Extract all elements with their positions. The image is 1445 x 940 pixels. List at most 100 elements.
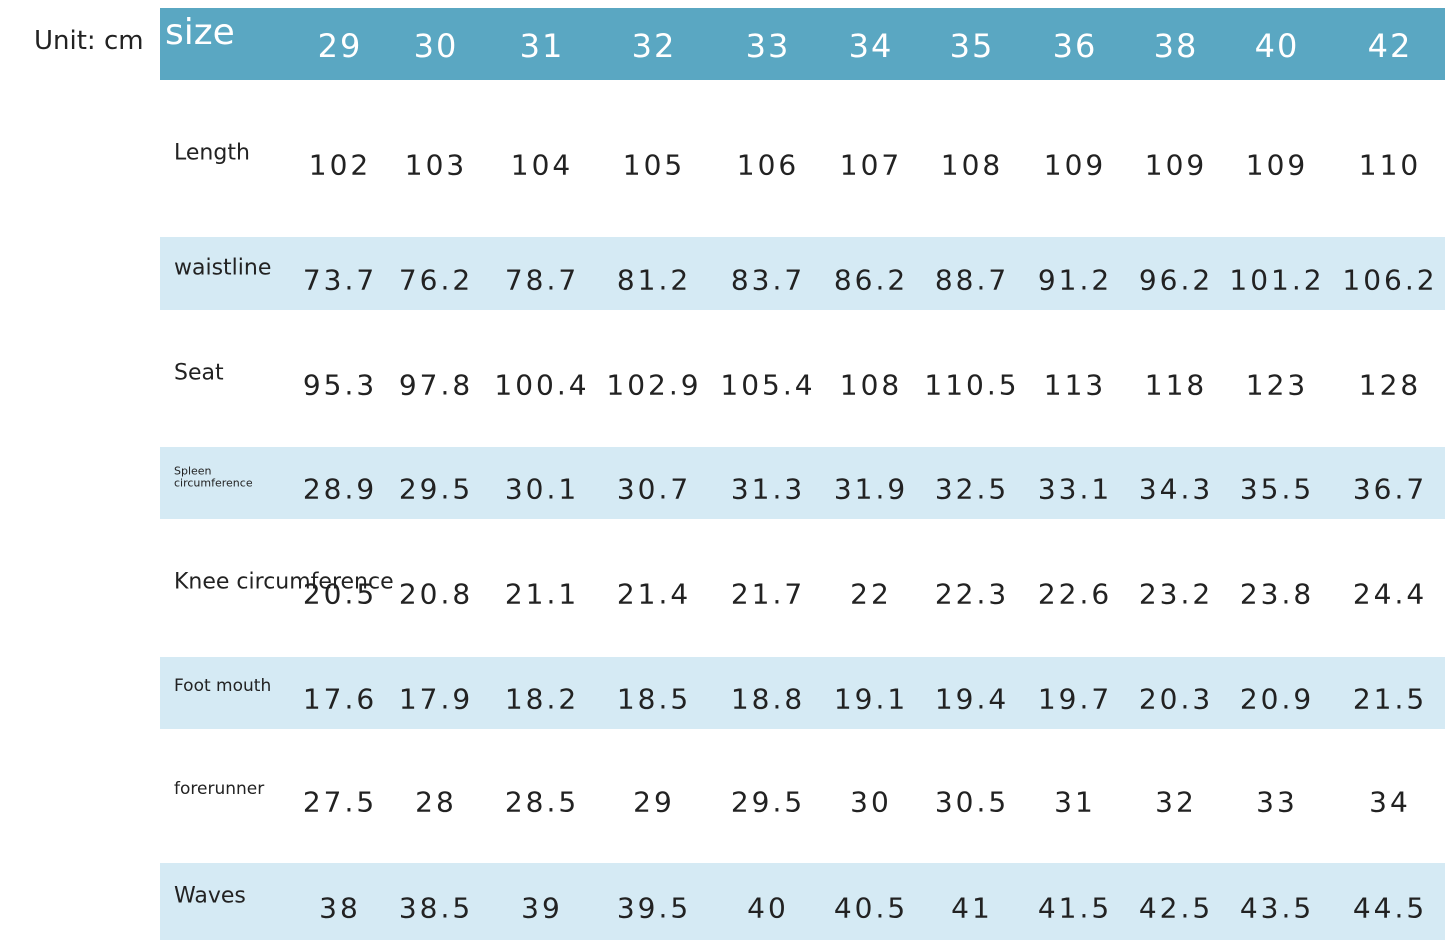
value-cell: 18.5 xyxy=(616,682,692,716)
header-cell: 35 xyxy=(949,27,995,65)
value-cell: 106.2 xyxy=(1342,263,1438,296)
value-cell: 106 xyxy=(736,148,800,181)
value-cell: 21.5 xyxy=(1352,682,1428,716)
value-cell: 88.7 xyxy=(934,263,1010,296)
value-cell: 36.7 xyxy=(1352,472,1428,506)
value-cell: 34.3 xyxy=(1138,472,1214,506)
value-cell: 30.1 xyxy=(504,472,580,506)
value-cell: 44.5 xyxy=(1352,891,1428,924)
value-cell: 123 xyxy=(1245,368,1309,401)
header-cell: 42 xyxy=(1367,27,1413,65)
value-cell: 103 xyxy=(404,148,468,181)
header-cell: 32 xyxy=(631,27,677,65)
header-cell: 34 xyxy=(848,27,894,65)
value-cell: 86.2 xyxy=(833,263,909,296)
value-cell: 35.5 xyxy=(1239,472,1315,506)
value-cell: 109 xyxy=(1144,148,1208,181)
value-cell: 19.7 xyxy=(1037,682,1113,716)
value-cell: 105 xyxy=(622,148,686,181)
header-band xyxy=(160,8,1445,80)
value-cell: 17.9 xyxy=(398,682,474,716)
value-cell: 102 xyxy=(308,148,372,181)
value-cell: 109 xyxy=(1245,148,1309,181)
value-cell: 21.1 xyxy=(504,577,580,611)
value-cell: 81.2 xyxy=(616,263,692,296)
value-cell: 29.5 xyxy=(730,785,806,819)
value-cell: 95.3 xyxy=(302,368,378,401)
value-cell: 73.7 xyxy=(302,263,378,296)
value-cell: 100.4 xyxy=(494,368,590,401)
value-cell: 31.3 xyxy=(730,472,806,506)
value-cell: 31.9 xyxy=(833,472,909,506)
header-cell: 36 xyxy=(1052,27,1098,65)
header-cell: 29 xyxy=(317,27,363,65)
value-cell: 83.7 xyxy=(730,263,806,296)
value-cell: 41.5 xyxy=(1037,891,1113,924)
row-label: Length xyxy=(174,139,250,165)
value-cell: 23.8 xyxy=(1239,577,1315,611)
value-cell: 105.4 xyxy=(720,368,816,401)
row-label: Spleen circumference xyxy=(174,464,253,489)
value-cell: 34 xyxy=(1369,785,1411,819)
value-cell: 76.2 xyxy=(398,263,474,296)
value-cell: 38.5 xyxy=(398,891,474,924)
value-cell: 91.2 xyxy=(1037,263,1113,296)
value-cell: 40 xyxy=(747,891,789,924)
row-band xyxy=(160,657,1445,729)
row-label: Knee circumference xyxy=(174,569,394,595)
row-label: Foot mouth xyxy=(174,676,272,697)
row-label: waistline xyxy=(174,254,272,280)
value-cell: 28.9 xyxy=(302,472,378,506)
value-cell: 110.5 xyxy=(924,368,1020,401)
value-cell: 97.8 xyxy=(398,368,474,401)
value-cell: 107 xyxy=(839,148,903,181)
row-label: Waves xyxy=(174,882,246,908)
header-cell: 33 xyxy=(745,27,791,65)
value-cell: 17.6 xyxy=(302,682,378,716)
value-cell: 108 xyxy=(839,368,903,401)
value-cell: 27.5 xyxy=(302,785,378,819)
unit-label: Unit: cm xyxy=(34,26,144,56)
value-cell: 22 xyxy=(850,577,892,611)
value-cell: 96.2 xyxy=(1138,263,1214,296)
row-label: Seat xyxy=(174,359,224,385)
value-cell: 113 xyxy=(1043,368,1107,401)
value-cell: 29 xyxy=(633,785,675,819)
value-cell: 18.8 xyxy=(730,682,806,716)
value-cell: 118 xyxy=(1144,368,1208,401)
value-cell: 104 xyxy=(510,148,574,181)
value-cell: 43.5 xyxy=(1239,891,1315,924)
value-cell: 28.5 xyxy=(504,785,580,819)
value-cell: 19.1 xyxy=(833,682,909,716)
value-cell: 33.1 xyxy=(1037,472,1113,506)
value-cell: 23.2 xyxy=(1138,577,1214,611)
value-cell: 128 xyxy=(1358,368,1422,401)
value-cell: 102.9 xyxy=(606,368,702,401)
value-cell: 39.5 xyxy=(616,891,692,924)
header-cell: 30 xyxy=(413,27,459,65)
value-cell: 41 xyxy=(951,891,993,924)
value-cell: 22.6 xyxy=(1037,577,1113,611)
row-band xyxy=(160,863,1445,940)
value-cell: 32.5 xyxy=(934,472,1010,506)
value-cell: 30.7 xyxy=(616,472,692,506)
value-cell: 78.7 xyxy=(504,263,580,296)
header-label: size xyxy=(165,12,235,53)
value-cell: 20.5 xyxy=(302,577,378,611)
value-cell: 22.3 xyxy=(934,577,1010,611)
row-label: forerunner xyxy=(174,779,265,800)
value-cell: 33 xyxy=(1256,785,1298,819)
value-cell: 31 xyxy=(1054,785,1096,819)
header-cell: 38 xyxy=(1153,27,1199,65)
header-cell: 31 xyxy=(519,27,565,65)
value-cell: 101.2 xyxy=(1229,263,1325,296)
value-cell: 30.5 xyxy=(934,785,1010,819)
value-cell: 28 xyxy=(415,785,457,819)
value-cell: 20.8 xyxy=(398,577,474,611)
header-cell: 40 xyxy=(1254,27,1300,65)
value-cell: 39 xyxy=(521,891,563,924)
value-cell: 24.4 xyxy=(1352,577,1428,611)
value-cell: 32 xyxy=(1155,785,1197,819)
value-cell: 29.5 xyxy=(398,472,474,506)
value-cell: 109 xyxy=(1043,148,1107,181)
